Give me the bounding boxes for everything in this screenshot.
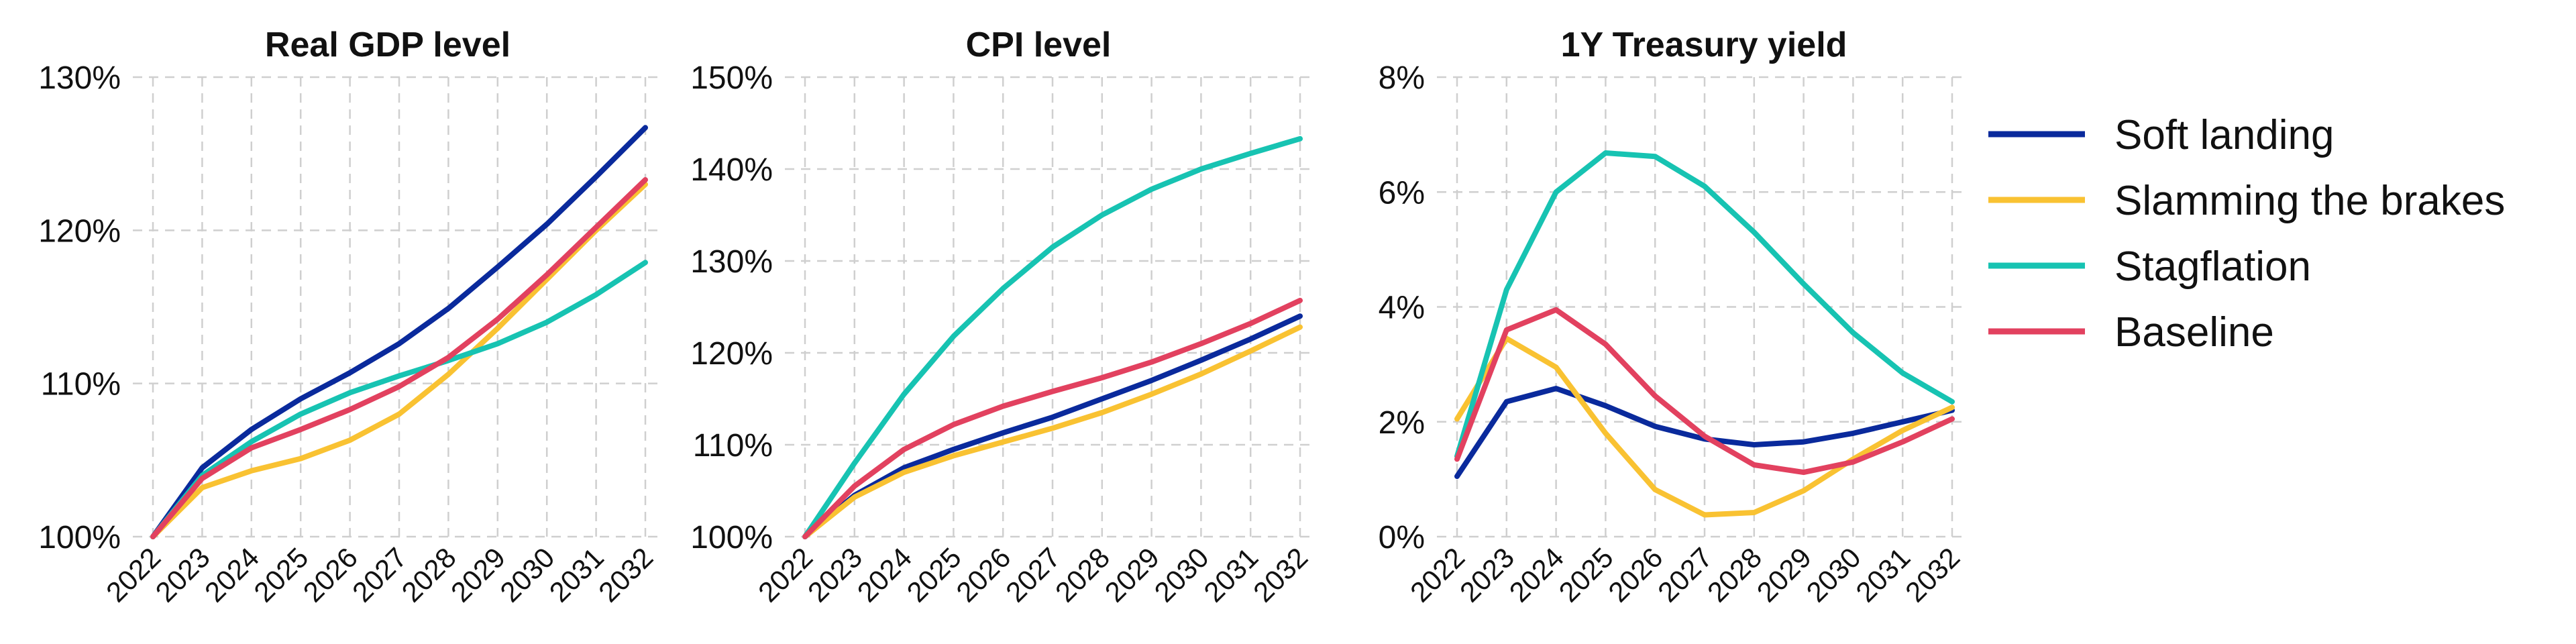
chart-3-series-stagflation: [1454, 150, 1955, 460]
chart-1-title: Real GDP level: [265, 25, 511, 64]
legend-label-soft-landing: Soft landing: [2114, 112, 2334, 158]
legend-label-baseline: Baseline: [2114, 309, 2274, 356]
chart-2-series-slamming-the-brakes: [802, 324, 1303, 539]
chart-3-xtick-label: 2025: [1552, 541, 1619, 608]
chart-1-ytick-label: 130%: [38, 60, 121, 96]
chart-1-ytick-label: 100%: [38, 520, 121, 555]
chart-3-xtick-label: 2027: [1652, 541, 1718, 608]
chart-1-xtick-label: 2028: [395, 541, 462, 608]
chart-3-title: 1Y Treasury yield: [1561, 25, 1847, 64]
chart-1-xtick-label: 2026: [297, 541, 364, 608]
chart-3-ytick-label: 2%: [1379, 405, 1425, 441]
chart-2-xtick-label: 2028: [1049, 541, 1116, 608]
chart-2-ytick-label: 150%: [690, 60, 773, 96]
chart-2-ytick-label: 120%: [690, 336, 773, 372]
chart-2-xtick-label: 2024: [851, 541, 918, 608]
chart-1-xtick-label: 2029: [445, 541, 511, 608]
chart-3-ytick-label: 0%: [1379, 520, 1425, 555]
chart-2-xtick-label: 2029: [1099, 541, 1165, 608]
chart-2-xtick-label: 2026: [950, 541, 1016, 608]
chart-1-series-stagflation: [150, 260, 648, 539]
chart-3-ytick-label: 6%: [1379, 175, 1425, 211]
chart-3-ytick-label: 4%: [1379, 290, 1425, 326]
chart-2-xtick-label: 2023: [802, 541, 868, 608]
chart-1-series-slamming-the-brakes: [150, 181, 648, 539]
chart-3-xtick-label: 2023: [1454, 541, 1520, 608]
chart-2-series-soft-landing: [802, 313, 1303, 539]
chart-2-ytick-label: 140%: [690, 152, 773, 188]
chart-3-xtick-label: 2024: [1503, 541, 1570, 608]
chart-1-xtick-label: 2024: [199, 541, 265, 608]
chart-1-xtick-label: 2030: [494, 541, 560, 608]
chart-1-xtick-label: 2031: [543, 541, 610, 608]
chart-2-title: CPI level: [966, 25, 1112, 64]
chart-2-series-stagflation: [802, 136, 1303, 539]
chart-2-xtick-label: 2025: [900, 541, 967, 608]
chart-3-xtick-label: 2030: [1800, 541, 1866, 608]
legend-label-slamming-the-brakes: Slamming the brakes: [2114, 178, 2505, 224]
chart-1-ytick-label: 110%: [41, 367, 121, 402]
chart-3-xtick-label: 2031: [1849, 541, 1916, 608]
chart-1-series-baseline: [150, 177, 648, 539]
chart-2-xtick-label: 2030: [1148, 541, 1214, 608]
chart-1-xtick-label: 2025: [248, 541, 314, 608]
chart-2-ytick-label: 100%: [690, 520, 773, 555]
chart-1-xtick-label: 2032: [592, 541, 659, 608]
chart-1-xtick-label: 2023: [149, 541, 215, 608]
chart-3-xtick-label: 2029: [1751, 541, 1817, 608]
chart-2-ytick-label: 110%: [693, 428, 773, 464]
chart-1-ytick-label: 120%: [38, 213, 121, 249]
chart-3-series-baseline: [1454, 307, 1955, 476]
chart-3-ytick-label: 8%: [1379, 60, 1425, 96]
chart-2-xtick-label: 2031: [1197, 541, 1264, 608]
chart-2-xtick-label: 2032: [1247, 541, 1313, 608]
chart-2-series-baseline: [802, 297, 1303, 539]
chart-2-ytick-label: 130%: [690, 244, 773, 280]
chart-3-xtick-label: 2026: [1602, 541, 1668, 608]
chart-1-series-soft-landing: [150, 125, 648, 539]
chart-3-series-slamming-the-brakes: [1454, 335, 1955, 518]
chart-3-xtick-label: 2028: [1701, 541, 1768, 608]
chart-2-xtick-label: 2027: [1000, 541, 1066, 608]
legend-label-stagflation: Stagflation: [2114, 244, 2311, 290]
chart-3-xtick-label: 2032: [1899, 541, 1966, 608]
chart-1-xtick-label: 2027: [346, 541, 413, 608]
